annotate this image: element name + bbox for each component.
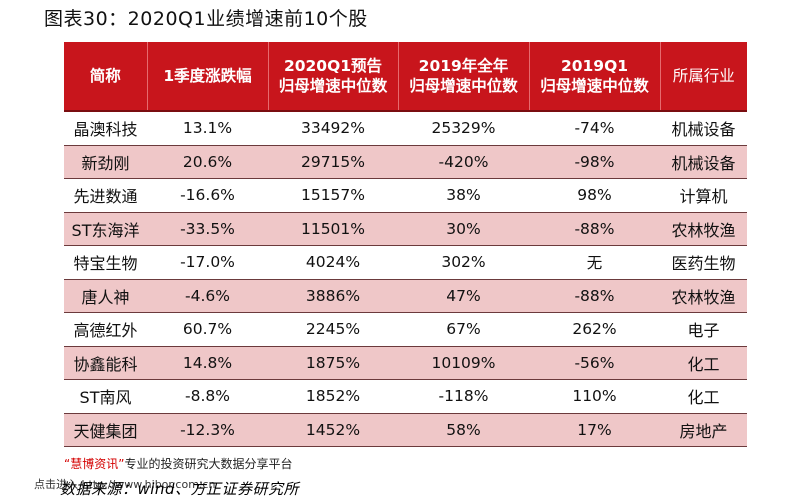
cell-industry: 农林牧渔: [660, 279, 747, 313]
cell-2020q1-forecast: 11501%: [268, 212, 398, 246]
cell-name: 天健集团: [64, 413, 147, 447]
cell-name: 特宝生物: [64, 245, 147, 280]
cell-2020q1-forecast: 15157%: [268, 178, 398, 213]
header-2020q1-forecast: 2020Q1预告 归母增速中位数: [267, 42, 398, 112]
cell-2019-full-year: 67%: [398, 312, 529, 347]
header-2019-full-year: 2019年全年 归母增速中位数: [397, 42, 529, 112]
header-row: 简称 1季度涨跌幅 2020Q1预告 归母增速中位数 2019年全年 归母增速中位数…: [64, 42, 747, 112]
cell-industry: 农林牧渔: [660, 212, 747, 246]
watermark-text: 专业的投资研究大数据分享平台: [124, 457, 293, 471]
cell-2019q1: 无: [529, 245, 660, 280]
cell-name: 高德红外: [64, 312, 147, 347]
cell-2020q1-forecast: 1875%: [268, 346, 398, 380]
cell-name: 协鑫能科: [64, 346, 147, 380]
cell-2019-full-year: 25329%: [398, 111, 529, 146]
cell-2019q1: 262%: [529, 312, 660, 347]
cell-2019q1: -88%: [529, 279, 660, 313]
header-name: 简称: [64, 42, 147, 112]
cell-2020q1-forecast: 1852%: [268, 379, 398, 414]
cell-q1-change: -12.3%: [147, 413, 268, 447]
cell-name: 唐人神: [64, 279, 147, 313]
table-row: 协鑫能科 14.8% 1875% 10109% -56% 化工: [64, 346, 747, 380]
table-row: ST东海洋 -33.5% 11501% 30% -88% 农林牧渔: [64, 212, 747, 246]
data-source: 数据来源：wind、方正证券研究所: [60, 480, 299, 498]
cell-2019q1: -88%: [529, 212, 660, 246]
table-row: 特宝生物 -17.0% 4024% 302% 无医药生物: [64, 245, 747, 280]
watermark-link[interactable]: 点击进入 http://www.hibor.com.cn: [34, 478, 216, 491]
cell-name: 晶澳科技: [64, 111, 147, 146]
cell-2019-full-year: 58%: [398, 413, 529, 447]
cell-2019q1: 110%: [529, 379, 660, 414]
cell-q1-change: 14.8%: [147, 346, 268, 380]
table-row: 天健集团 -12.3% 1452% 58% 17% 房地产: [64, 413, 747, 447]
cell-2019q1: -98%: [529, 145, 660, 179]
cell-2020q1-forecast: 3886%: [268, 279, 398, 313]
table-row: 新劲刚 20.6% 29715% -420% -98% 机械设备: [64, 145, 747, 179]
cell-q1-change: -4.6%: [147, 279, 268, 313]
cell-q1-change: -16.6%: [147, 178, 268, 213]
table-row: 唐人神 -4.6% 3886% 47% -88% 农林牧渔: [64, 279, 747, 313]
cell-industry: 医药生物: [660, 245, 747, 280]
cell-2019q1: 98%: [529, 178, 660, 213]
cell-q1-change: -17.0%: [147, 245, 268, 280]
watermark: “慧博资讯”专业的投资研究大数据分享平台: [64, 455, 292, 472]
cell-2019q1: -56%: [529, 346, 660, 380]
cell-industry: 化工: [660, 346, 747, 380]
cell-industry: 机械设备: [660, 145, 747, 179]
cell-2020q1-forecast: 33492%: [268, 111, 398, 146]
cell-2019-full-year: 38%: [398, 178, 529, 213]
table-row: ST南风 -8.8% 1852% -118% 110% 化工: [64, 379, 747, 414]
cell-2020q1-forecast: 2245%: [268, 312, 398, 347]
data-table: 简称 1季度涨跌幅 2020Q1预告 归母增速中位数 2019年全年 归母增速中位数…: [64, 42, 747, 447]
header-2019q1: 2019Q1 归母增速中位数: [528, 42, 660, 112]
cell-industry: 化工: [660, 379, 747, 414]
cell-industry: 计算机: [660, 178, 747, 213]
cell-2019-full-year: 10109%: [398, 346, 529, 380]
cell-q1-change: 13.1%: [147, 111, 268, 146]
table-row: 高德红外 60.7% 2245% 67% 262% 电子: [64, 312, 747, 347]
cell-name: ST南风: [64, 379, 147, 414]
cell-2019q1: 17%: [529, 413, 660, 447]
header-q1-change: 1季度涨跌幅: [146, 42, 268, 112]
cell-q1-change: 60.7%: [147, 312, 268, 347]
table-row: 晶澳科技 13.1% 33492% 25329% -74% 机械设备: [64, 111, 747, 146]
watermark-brand: “慧博资讯”: [64, 457, 125, 471]
cell-q1-change: -33.5%: [147, 212, 268, 246]
cell-q1-change: -8.8%: [147, 379, 268, 414]
cell-q1-change: 20.6%: [147, 145, 268, 179]
cell-2020q1-forecast: 4024%: [268, 245, 398, 280]
header-industry: 所属行业: [659, 42, 747, 112]
cell-2019-full-year: -420%: [398, 145, 529, 179]
cell-name: ST东海洋: [64, 212, 147, 246]
cell-name: 先进数通: [64, 178, 147, 213]
cell-2020q1-forecast: 29715%: [268, 145, 398, 179]
cell-name: 新劲刚: [64, 145, 147, 179]
cell-industry: 电子: [660, 312, 747, 347]
cell-2019q1: -74%: [529, 111, 660, 146]
figure-title: 图表30：2020Q1业绩增速前10个股: [44, 8, 368, 30]
cell-2020q1-forecast: 1452%: [268, 413, 398, 447]
cell-2019-full-year: -118%: [398, 379, 529, 414]
cell-2019-full-year: 47%: [398, 279, 529, 313]
cell-industry: 机械设备: [660, 111, 747, 146]
cell-2019-full-year: 30%: [398, 212, 529, 246]
cell-industry: 房地产: [660, 413, 747, 447]
table-row: 先进数通 -16.6% 15157% 38% 98% 计算机: [64, 178, 747, 213]
cell-2019-full-year: 302%: [398, 245, 529, 280]
